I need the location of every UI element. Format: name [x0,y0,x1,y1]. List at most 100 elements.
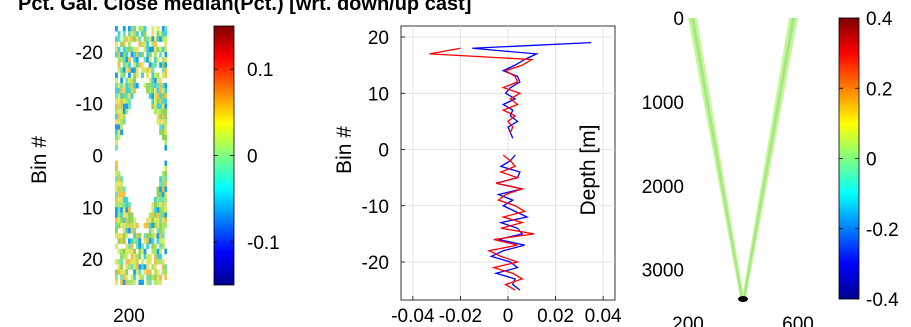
panel-1-cell [141,72,144,79]
panel-1-cell [161,67,165,73]
panel-1-cell [138,51,142,58]
panel-1-cell [151,82,155,89]
panel-1-cell [115,212,118,218]
panel-1-cell [122,196,126,203]
panel-1-cell [120,176,124,182]
panel-1-cell [164,93,167,99]
panel-1-cell [122,36,126,42]
panel-1-cell [154,243,157,250]
panel-1-cell [159,82,163,89]
panel-1-cell [156,119,160,125]
panel-1-cell [146,259,150,265]
panel-2-ylabel: Bin # [333,126,356,174]
panel-1-cell [154,57,157,63]
panel-1-cell [143,57,147,63]
panel-1-cell [146,279,150,285]
panel-1-cell [128,228,131,234]
panel-1-cell [115,129,118,136]
panel-1-cell [154,82,157,89]
panel-1-cell [115,93,118,99]
panel-1-cell [159,36,163,42]
panel-1-cell [151,207,155,213]
panel-1-cell [138,274,142,281]
panel-1-cell [115,160,118,167]
panel-1-colorbar-label: 0 [247,147,258,168]
panel-1-cell [120,217,124,224]
panel-1-cell [141,259,144,265]
panel-1-cell [154,222,157,229]
panel-1-cell [154,72,157,79]
panel-1-cell [151,36,155,42]
panel-1-cell [164,114,167,120]
panel-1-cell [148,36,152,42]
panel-1-cell [154,259,157,265]
panel-1-cell [125,67,129,73]
panel-1-cell [156,98,160,104]
panel-1-cell [120,41,124,48]
panel-1-cell [154,51,157,58]
panel-1-cell [120,114,124,120]
panel-1-cell [148,259,152,265]
panel-2-y-tick-label: -10 [362,197,389,218]
panel-1-cell [133,269,137,275]
panel-1-cell [133,26,137,32]
panel-1-cell [156,46,160,53]
panel-1-cell [156,88,160,94]
panel-1-ylabel: Bin # [28,136,51,184]
panel-1-cell [128,36,131,42]
panel-1-cell [141,264,144,270]
panel-1-cell [164,202,167,208]
panel-1-cell [125,269,129,275]
panel-1-cell [115,108,118,115]
panel-1-cell [130,93,134,99]
panel-1-cell [156,26,160,32]
panel-1-cell [128,77,131,84]
panel-1-cell [120,212,124,218]
panel-1-cell [161,124,165,130]
panel-1-cell [120,98,124,104]
panel-1-cell [151,243,155,250]
panel-1-cell [130,26,134,32]
panel-1-cell [133,46,137,53]
panel-1-cell [133,274,137,281]
panel-1-cell [133,238,137,244]
panel-1-cell [148,67,152,73]
panel-1-cell [156,196,160,203]
panel-1-cell [117,248,121,255]
panel-1-cell [120,67,124,73]
panel-3-heatmap [688,18,798,302]
panel-1-cell [146,274,150,281]
panel-2-y-tick-label: 10 [368,84,389,105]
panel-1-cell [148,62,152,68]
panel-1-cell [156,202,160,208]
panel-1-cell [120,72,124,79]
panel-1-cell [164,186,167,193]
panel-1-cell [125,108,129,115]
panel-1-cell [159,88,163,94]
panel-1-cell [164,171,167,177]
panel-1-cell [138,62,142,68]
panel-3-x-tick-label: 200 [672,314,704,327]
panel-1-cell [133,36,137,42]
panel-1-cell [115,103,118,110]
panel-1-cell [146,264,150,270]
panel-1-cell [117,171,121,177]
panel-1-cell [128,72,131,79]
panel-1-cell [154,41,157,48]
panel-1-cell [151,274,155,281]
panel-1-cell [120,207,124,213]
panel-1-cell [159,186,163,193]
panel-1-cell [156,238,160,244]
panel-1-cell [143,82,147,89]
panel-1-cell [115,233,118,239]
panel-1-cell [146,72,150,79]
panel-1-cell [154,77,157,84]
panel-1-cell [115,26,118,32]
panel-1-cell [128,67,131,73]
panel-1-cell [161,31,165,37]
panel-1-cell [125,228,129,234]
panel-1-cell [117,51,121,58]
panel-1-cell [164,41,167,48]
panel-1-cell [148,253,152,260]
panel-1-cell [146,233,150,239]
